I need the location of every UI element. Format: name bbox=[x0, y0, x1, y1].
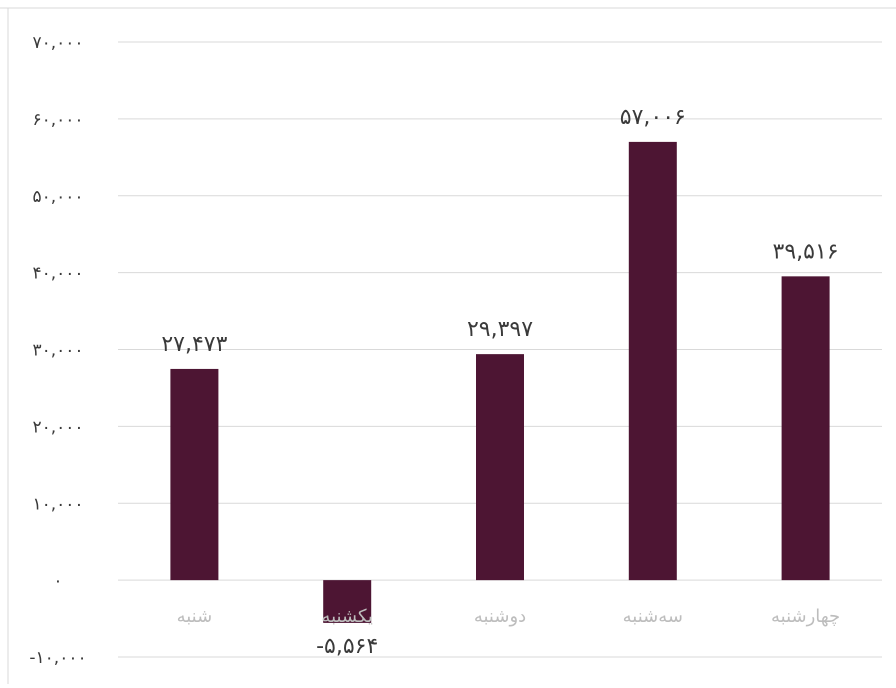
y-axis-tick-labels: -۱۰,۰۰۰ ۰ ۱۰,۰۰۰ ۲۰,۰۰۰ ۳۰,۰۰۰ ۴۰,۰۰۰ ۵۰,۰۰۰ ۶۰… bbox=[29, 33, 86, 668]
bar bbox=[323, 580, 372, 623]
y-tick-label: ۱۰,۰۰۰ bbox=[32, 494, 83, 514]
data-label: ۳۹,۵۱۶ bbox=[773, 239, 839, 264]
y-tick-label: ۵۰,۰۰۰ bbox=[32, 187, 83, 207]
category-label: چهارشنبه bbox=[771, 606, 840, 627]
category-label: دوشنبه bbox=[474, 606, 526, 627]
bar bbox=[628, 141, 677, 581]
y-tick-label: ۲۰,۰۰۰ bbox=[32, 417, 83, 437]
bar bbox=[170, 368, 219, 581]
category-label: سه‌شنبه bbox=[623, 606, 683, 627]
data-label: -۵,۵۶۴ bbox=[316, 634, 378, 659]
y-tick-label: ۶۰,۰۰۰ bbox=[32, 110, 83, 130]
category-label: یکشنبه bbox=[321, 606, 373, 627]
data-labels-layer: ۲۷,۴۷۳ -۵,۵۶۴ ۲۹,۳۹۷ ۵۷,۰۰۶ ۳۹,۵۱۶ bbox=[161, 105, 838, 659]
y-tick-label: ۳۰,۰۰۰ bbox=[32, 341, 83, 361]
y-tick-label: ۰ bbox=[53, 571, 62, 591]
data-label: ۵۷,۰۰۶ bbox=[620, 105, 686, 130]
category-labels-layer: شنبه یکشنبه دوشنبه سه‌شنبه چهارشنبه bbox=[177, 606, 841, 627]
bar bbox=[781, 276, 830, 581]
data-label: ۲۹,۳۹۷ bbox=[467, 317, 533, 342]
category-label: شنبه bbox=[177, 606, 213, 627]
bars-layer bbox=[170, 141, 830, 623]
y-tick-label: -۱۰,۰۰۰ bbox=[29, 648, 86, 668]
y-tick-label: ۷۰,۰۰۰ bbox=[32, 33, 83, 53]
data-label: ۲۷,۴۷۳ bbox=[161, 332, 227, 357]
y-tick-label: ۴۰,۰۰۰ bbox=[32, 264, 83, 284]
bar bbox=[476, 354, 524, 581]
